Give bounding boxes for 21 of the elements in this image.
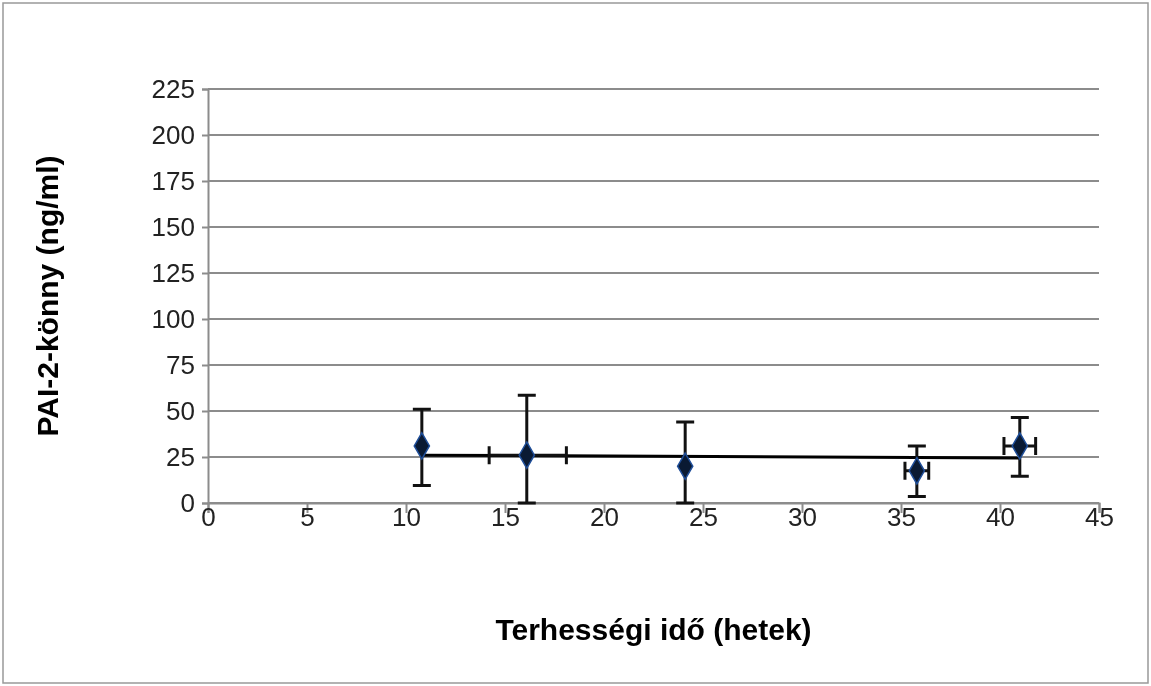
y-tick-label: 225: [151, 73, 195, 104]
x-tick-label: 0: [201, 502, 216, 532]
y-tick-label: 125: [151, 257, 195, 288]
x-tick-label: 25: [689, 502, 718, 532]
y-tick-label: 200: [151, 119, 195, 150]
x-tick-label: 20: [590, 502, 619, 532]
y-tick-label: 150: [151, 211, 195, 242]
x-tick-label: 35: [887, 502, 916, 532]
y-tick-label: 25: [166, 441, 195, 472]
x-tick-label: 15: [491, 502, 520, 532]
y-tick-label: 50: [166, 395, 195, 426]
x-tick-label: 30: [788, 502, 817, 532]
x-tick-label: 40: [986, 502, 1015, 532]
y-tick-label: 75: [166, 349, 195, 380]
x-tick-label: 10: [392, 502, 421, 532]
y-axis-title: PAI-2-könny (ng/ml): [31, 155, 64, 437]
x-axis-title: Terhességi idő (hetek): [495, 613, 812, 646]
y-tick-label: 100: [151, 303, 195, 334]
x-tick-label: 5: [300, 502, 315, 532]
x-tick-label: 45: [1085, 502, 1114, 532]
y-tick-label: 175: [151, 165, 195, 196]
